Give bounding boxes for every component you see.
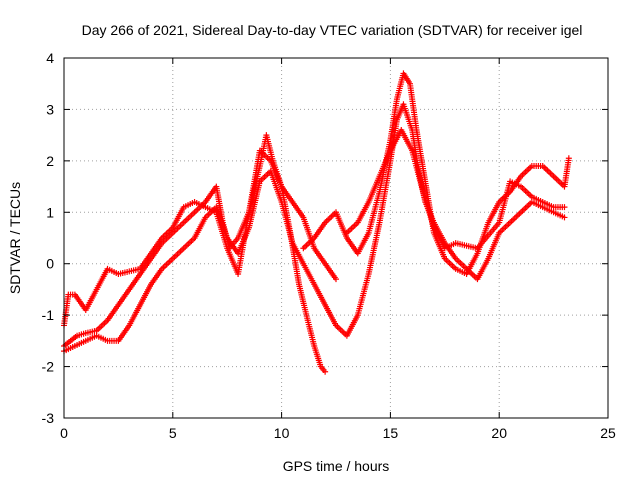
series-track-b bbox=[61, 147, 338, 329]
data-point bbox=[322, 368, 329, 375]
x-tick-label: 20 bbox=[491, 425, 507, 441]
y-tick-label: 4 bbox=[46, 50, 54, 66]
data-points bbox=[61, 70, 572, 375]
y-tick-label: -2 bbox=[42, 359, 55, 375]
x-tick-label: 25 bbox=[600, 425, 616, 441]
data-point bbox=[333, 276, 339, 283]
y-tick-label: 3 bbox=[46, 101, 54, 117]
y-tick-label: 0 bbox=[46, 256, 54, 272]
chart-title: Day 266 of 2021, Sidereal Day-to-day VTE… bbox=[82, 22, 583, 38]
series-track-c bbox=[61, 101, 566, 355]
x-tick-label: 0 bbox=[60, 425, 68, 441]
data-point bbox=[561, 204, 568, 211]
y-tick-label: 2 bbox=[46, 153, 54, 169]
series-track-d bbox=[300, 70, 572, 277]
y-axis-label: SDTVAR / TECUs bbox=[7, 182, 23, 294]
y-tick-label: -3 bbox=[42, 410, 55, 426]
series-track-e bbox=[343, 127, 566, 252]
x-tick-label: 5 bbox=[169, 425, 177, 441]
plot-frame bbox=[63, 57, 609, 419]
x-axis-label: GPS time / hours bbox=[283, 458, 390, 474]
axis-ticks: 0 5 10 15 20 25 -3 -2 -1 0 1 2 3 4 bbox=[42, 50, 616, 441]
grid bbox=[64, 58, 608, 418]
x-tick-label: 15 bbox=[383, 425, 399, 441]
y-tick-label: 1 bbox=[46, 204, 54, 220]
x-tick-label: 10 bbox=[274, 425, 290, 441]
data-point bbox=[561, 214, 568, 221]
y-tick-label: -1 bbox=[42, 307, 55, 323]
data-point bbox=[565, 155, 572, 162]
